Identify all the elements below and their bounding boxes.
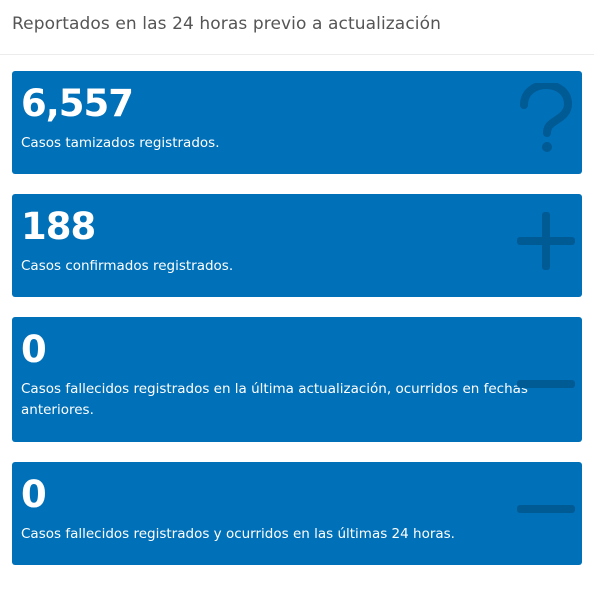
stat-card-deaths-previous: 0 Casos fallecidos registrados en la últ… [12, 317, 582, 442]
page-title: Reportados en las 24 horas previo a actu… [12, 14, 441, 34]
stat-value: 0 [21, 473, 47, 516]
stat-card-confirmed: 188 Casos confirmados registrados. [12, 194, 582, 297]
stat-label: Casos confirmados registrados. [21, 258, 234, 274]
stat-value: 188 [21, 205, 96, 248]
stat-label: Casos tamizados registrados. [21, 135, 220, 151]
stat-card-screened: 6,557 Casos tamizados registrados. [12, 71, 582, 174]
stat-label: Casos fallecidos registrados en la últim… [21, 381, 528, 418]
page-header: Reportados en las 24 horas previo a actu… [0, 0, 594, 55]
stat-value: 6,557 [21, 82, 134, 125]
stat-label: Casos fallecidos registrados y ocurridos… [21, 526, 455, 542]
stat-value: 0 [21, 328, 47, 371]
stat-card-deaths-24h: 0 Casos fallecidos registrados y ocurrid… [12, 462, 582, 565]
